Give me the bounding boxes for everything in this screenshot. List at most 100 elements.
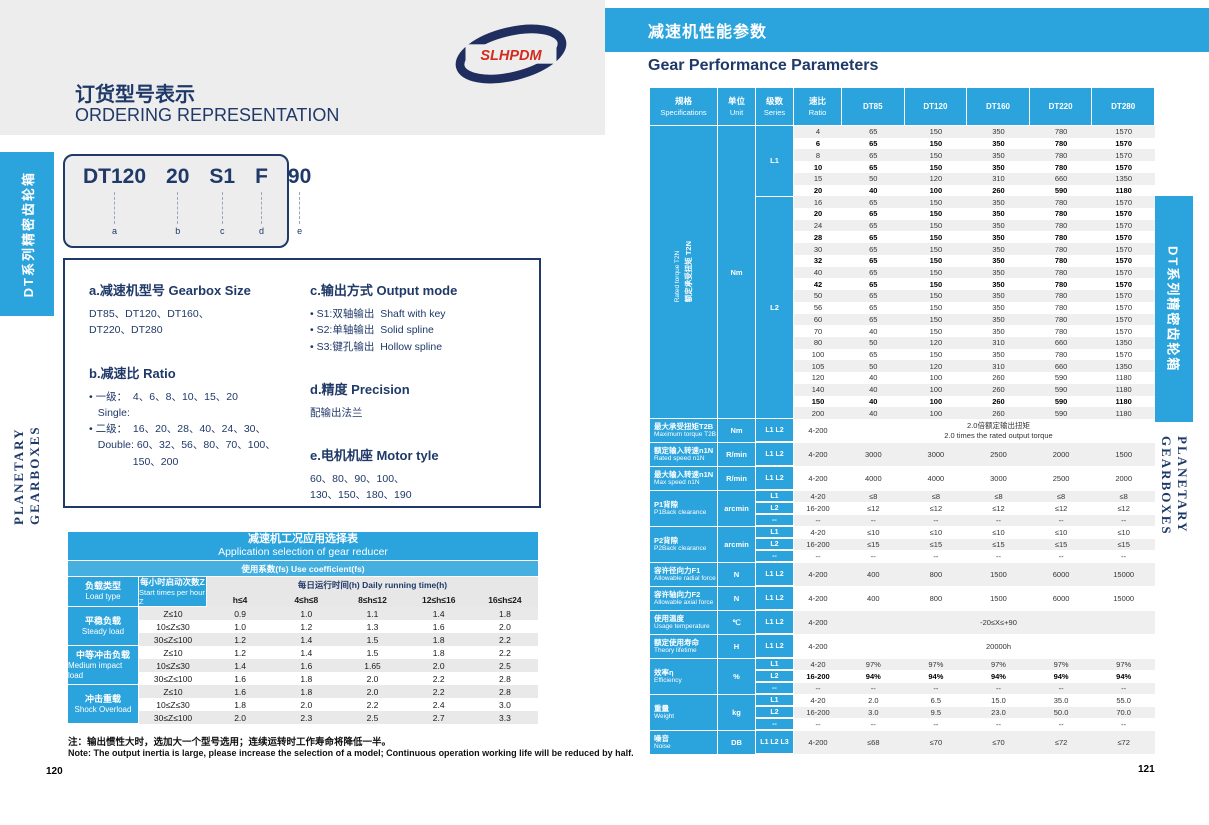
param-value: 94% — [1053, 672, 1069, 681]
torque-value: 260 — [992, 396, 1005, 406]
page-title-en: ORDERING REPRESENTATION — [75, 105, 340, 125]
torque-value: 780 — [1054, 267, 1068, 277]
torque-value: 780 — [1054, 350, 1068, 360]
torque-row: 56 65 150 350 780 1570 — [794, 301, 1155, 314]
param-value: 70.0 — [1116, 708, 1131, 717]
param-value: 3000 — [864, 450, 882, 459]
app-table-title: 减速机工况应用选择表 Application selection of gear … — [68, 532, 538, 561]
series-cell: L1 — [756, 126, 794, 197]
torque-value: 1570 — [1115, 150, 1133, 160]
param-block: 效率η Efficiency% L1 4-20 97% 97% 97% 97% 97% L2 16-… — [650, 659, 1155, 695]
legend-section: e.电机机座 Motor tyle 60、80、90、100、 130、150、18… — [310, 445, 539, 504]
torque-value: 65 — [869, 197, 878, 207]
param-label-en: Rated speed n1N — [654, 455, 705, 463]
load-type-header-en: Load type — [85, 592, 121, 602]
torque-value: 50 — [869, 338, 878, 348]
start-times-range: 10≤Z≤30 — [156, 699, 190, 710]
legend-heading: d.精度 Precision — [310, 381, 410, 397]
param-block: 噪音 Noise DB L1 L2 L3 4-200 ≤68 ≤70 ≤70 ≤72 ≤72 — [650, 731, 1155, 755]
coefficient-value: 1.0 — [234, 621, 247, 632]
param-block: 额定使用寿命 Theory lifetime H L1 L2 4-200 20000h — [650, 635, 1155, 659]
param-value: ≤12 — [867, 504, 880, 513]
param-value: 94% — [990, 672, 1006, 681]
ratio-cell: 40 — [813, 267, 823, 277]
load-type-header: 负载类型 Load type — [68, 577, 139, 607]
legend-column-right: c.输出方式 Output mode • S1:双轴输出 Shaft with k… — [300, 260, 539, 506]
ratio-cell: 16-200 — [806, 672, 830, 681]
torque-value: 150 — [929, 303, 943, 313]
ratio-cell: 200 — [811, 408, 825, 418]
time-column-header: 16≤h≤24 — [488, 594, 522, 605]
torque-value: 100 — [929, 373, 943, 383]
param-value: ≤68 — [867, 738, 880, 747]
load-type-header-cn: 负载类型 — [84, 581, 121, 592]
app-table-title-en: Application selection of gear reducer — [218, 546, 388, 559]
param-block: 额定输入转速n1N Rated speed n1N R/min L1 L2 4-200 3… — [650, 443, 1155, 467]
legend-section: c.输出方式 Output mode • S1:双轴输出 Shaft with k… — [310, 280, 539, 355]
param-row: L2 16-200 ≤12 ≤12 ≤12 ≤12 ≤12 — [756, 503, 1155, 515]
param-value: 1500 — [1115, 450, 1133, 459]
daily-running-label: 每日运行时间(h) Daily running time(h) — [207, 577, 538, 592]
coefficient-value: 1.2 — [234, 647, 247, 658]
torque-value: 1350 — [1115, 361, 1133, 371]
left-sidebar-tab: DT系列精密齿轮箱 — [0, 152, 54, 316]
start-times-range: Z≤10 — [163, 647, 183, 658]
coefficient-value: 2.5 — [499, 660, 511, 671]
model-token-code: F — [255, 165, 268, 188]
torque-value: 1570 — [1115, 127, 1133, 137]
param-value: 6000 — [1052, 570, 1070, 579]
ratio-cell: 4-20 — [810, 528, 826, 537]
torque-value: 150 — [929, 350, 943, 360]
torque-row: 20 40 100 260 590 1180 — [794, 184, 1155, 197]
param-value: 15000 — [1113, 594, 1135, 603]
param-row-area: L1 L2 4-200 20000h — [756, 635, 1155, 659]
param-value: 15000 — [1113, 570, 1135, 579]
start-times-range: 10≤Z≤30 — [156, 621, 190, 632]
param-value: 97% — [928, 660, 944, 669]
app-table-head: 负载类型 Load type 每小时启动次数Z Start times per hou… — [68, 577, 538, 607]
param-label-cn: 额定使用寿命 — [654, 637, 699, 647]
app-table-row: Z≤10 1.6 1.8 2.0 2.2 2.8 — [139, 685, 538, 698]
torque-value: 150 — [929, 314, 943, 324]
param-span-cell: -20≤X≤+90 — [842, 611, 1155, 634]
param-value: 6.5 — [930, 696, 942, 705]
param-value: -- — [933, 684, 939, 693]
param-value: 1500 — [990, 594, 1007, 603]
torque-value: 1570 — [1115, 232, 1133, 242]
param-row-area: L1 4-20 2.0 6.5 15.0 35.0 55.0 L2 16-200 3.0 9.5 23… — [756, 695, 1155, 731]
logo-ellipse-icon: SLHPDM — [455, 24, 567, 84]
load-group-label-en: Shock Overload — [74, 704, 132, 714]
param-value: ≤15 — [1054, 540, 1068, 549]
torque-value: 260 — [992, 408, 1005, 418]
torque-value: 350 — [992, 232, 1005, 242]
coefficient-value: 1.65 — [364, 660, 381, 671]
model-token: S1 c — [209, 166, 235, 236]
torque-value: 100 — [929, 396, 943, 406]
torque-value: 350 — [992, 267, 1005, 277]
time-column-header: 8≤h≤12 — [358, 594, 387, 605]
torque-value: 350 — [992, 127, 1005, 137]
app-table-row: 10≤Z≤30 1.4 1.6 1.65 2.0 2.5 — [139, 659, 538, 672]
coefficient-value: 1.4 — [300, 647, 313, 658]
param-unit: ℃ — [718, 611, 756, 635]
param-value: ≤15 — [929, 540, 943, 549]
param-row-area: L1 L2 4-200 400 800 1500 6000 15000 — [756, 587, 1155, 611]
start-times-header-en: Start times per hour Z — [139, 587, 205, 606]
torque-row: 42 65 150 350 780 1570 — [794, 278, 1155, 291]
ratio-cell: 16-200 — [806, 504, 830, 513]
torque-value: 780 — [1054, 127, 1068, 137]
right-series-label: PLANETARY GEARBOXES — [1158, 436, 1190, 636]
param-row-area: L1 L2 4-200 3000 3000 2500 2000 1500 — [756, 443, 1155, 467]
param-row: L1 L2 4-200 2.0倍额定输出扭矩 2.0 times the rated … — [756, 419, 1155, 443]
param-row: L1 4-20 ≤8 ≤8 ≤8 ≤8 ≤8 — [756, 491, 1155, 503]
torque-value: 150 — [929, 127, 943, 137]
param-row: L1 L2 4-200 4000 4000 3000 2500 2000 — [756, 467, 1155, 491]
torque-row: 30 65 150 350 780 1570 — [794, 243, 1155, 255]
ratio-cell: 100 — [811, 350, 825, 360]
page-number-left: 120 — [46, 766, 63, 777]
ratio-cell: 150 — [811, 396, 825, 406]
app-table-row: 30≤Z≤100 2.0 2.3 2.5 2.7 3.3 — [139, 711, 538, 724]
model-token-key: b — [175, 226, 181, 236]
torque-value: 65 — [869, 221, 878, 231]
